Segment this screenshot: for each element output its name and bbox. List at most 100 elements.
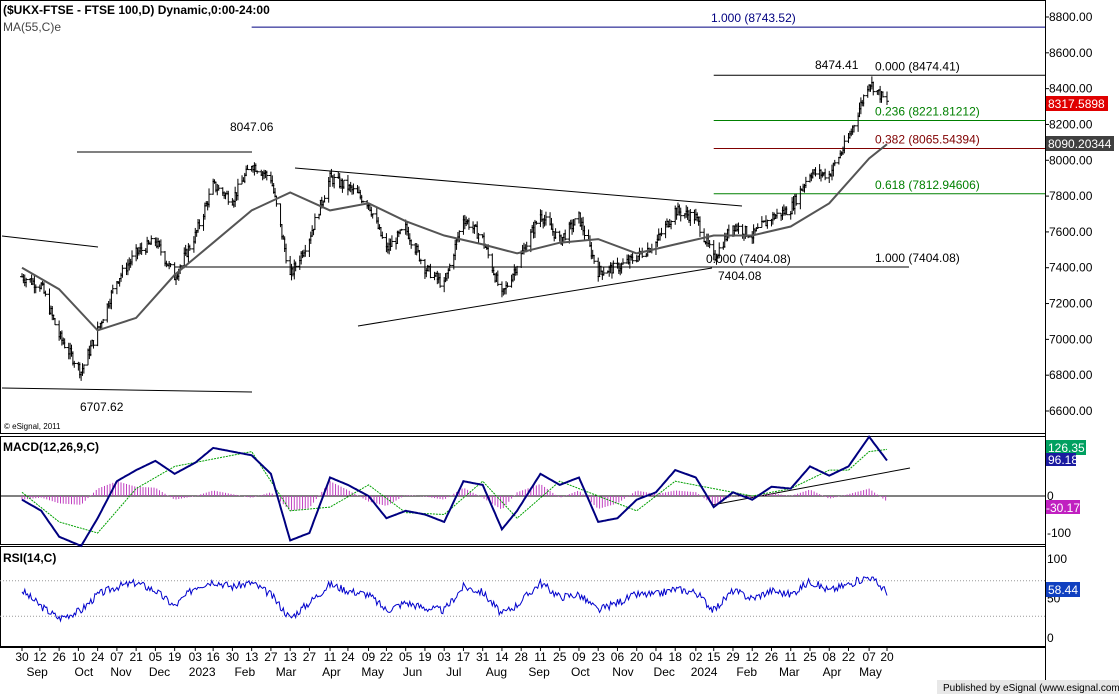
x-tick-label: 13 (283, 650, 297, 664)
price-bar (216, 184, 221, 191)
x-tick-label: 05 (399, 650, 413, 664)
price-bar (717, 242, 722, 259)
rsi-value-flag (1046, 582, 1080, 597)
x-month-label: Feb (234, 665, 255, 679)
price-bar (43, 290, 48, 297)
x-month-label: Sep (528, 665, 550, 679)
price-bar (823, 168, 828, 181)
macd-tick-label: -100 (1047, 526, 1071, 540)
price-bar (72, 360, 77, 368)
price-bar (120, 264, 125, 278)
x-month-label: 2023 (189, 665, 216, 679)
x-tick-label: 19 (168, 650, 182, 664)
x-tick-label: 04 (649, 650, 663, 664)
price-bar (784, 206, 789, 216)
x-tick-label: 20 (630, 650, 644, 664)
price-bar (515, 265, 520, 276)
x-month-label: May (361, 665, 384, 679)
x-tick-label: 06 (611, 650, 625, 664)
last-price-flag (1046, 96, 1108, 111)
rsi-line (21, 576, 888, 623)
price-bar (476, 232, 481, 245)
price-bar (755, 223, 760, 229)
x-tick-label: 02 (689, 650, 703, 664)
x-tick-label: 30 (226, 650, 240, 664)
price-bar (543, 211, 548, 226)
price-bar (803, 176, 808, 189)
price-bar (495, 270, 500, 287)
price-bar (399, 228, 404, 231)
ma-value-flag (1046, 136, 1114, 151)
price-bar (678, 207, 683, 222)
price-bar (861, 94, 866, 107)
price-bar (659, 227, 664, 237)
annotation-high: 8474.41 (815, 58, 859, 72)
x-tick-label: 12 (33, 650, 47, 664)
x-tick-label: 15 (707, 650, 721, 664)
price-bar (207, 188, 212, 208)
price-bar (582, 225, 587, 241)
price-bar (303, 244, 308, 257)
x-month-label: 2024 (691, 665, 718, 679)
y-tick-label: 8000.00 (1049, 153, 1093, 167)
x-month-label: Nov (612, 665, 633, 679)
rsi-tick-label: 100 (1047, 552, 1067, 566)
price-bar (33, 284, 38, 294)
rsi-layer (0, 576, 1045, 623)
price-bar (130, 250, 135, 266)
trendline-1 (1, 235, 99, 248)
price-bar (24, 277, 29, 288)
price-bar (563, 229, 568, 241)
x-tick-label: 05 (149, 650, 163, 664)
price-bar (534, 220, 539, 225)
published-by: Published by eSignal (www.esignal.com) (943, 683, 1119, 694)
price-bar (53, 318, 58, 326)
x-tick-label: 24 (341, 650, 355, 664)
macd-signal-line (21, 448, 888, 534)
x-tick-label: 10 (72, 650, 86, 664)
y-tick-label: 7600.00 (1049, 225, 1093, 239)
x-tick-label: 03 (438, 650, 452, 664)
rsi-value: 58.44 (1048, 583, 1078, 597)
fib-label-0: 1.000 (8743.52) (711, 11, 796, 25)
x-tick-label: 08 (823, 650, 837, 664)
price-bar (158, 239, 163, 256)
price-bar (322, 195, 327, 203)
price-bar (235, 178, 240, 201)
annotation-low-6707: 6707.62 (80, 400, 124, 414)
price-bar (871, 81, 876, 96)
price-bar (380, 231, 385, 239)
x-tick-label: 14 (495, 650, 509, 664)
price-bar (466, 217, 471, 230)
x-tick-label: 07 (862, 650, 876, 664)
ma55-line (21, 143, 888, 332)
x-month-label: Jul (446, 665, 461, 679)
x-tick-label: 27 (264, 650, 278, 664)
fib-lower-label: 0.000 (7404.08) (706, 252, 791, 266)
copyright: © eSignal, 2011 (4, 422, 61, 431)
panel-borders (0, 0, 1046, 680)
x-tick-label: 27 (303, 650, 317, 664)
price-bar (697, 216, 702, 237)
y-tick-label: 7800.00 (1049, 189, 1093, 203)
price-bar (505, 282, 510, 288)
fib-label-4: 0.618 (7812.94606) (875, 178, 980, 192)
price-bar (736, 222, 741, 234)
price-bar (438, 273, 443, 288)
macd-trendline (711, 467, 911, 506)
y-tick-label: 6600.00 (1049, 404, 1093, 418)
price-bar (553, 228, 558, 239)
price-bar (851, 124, 856, 133)
signal-value: 96.18 (1048, 453, 1078, 467)
x-tick-label: 09 (362, 650, 376, 664)
price-bar (620, 258, 625, 265)
fib-label-5: 1.000 (7404.08) (875, 251, 960, 265)
price-bar (332, 173, 337, 189)
trendline-4 (294, 167, 743, 207)
price-bar (284, 243, 289, 264)
price-bar (688, 209, 693, 226)
price-bar (101, 318, 106, 324)
price-bar (418, 258, 423, 265)
x-tick-label: 24 (91, 650, 105, 664)
